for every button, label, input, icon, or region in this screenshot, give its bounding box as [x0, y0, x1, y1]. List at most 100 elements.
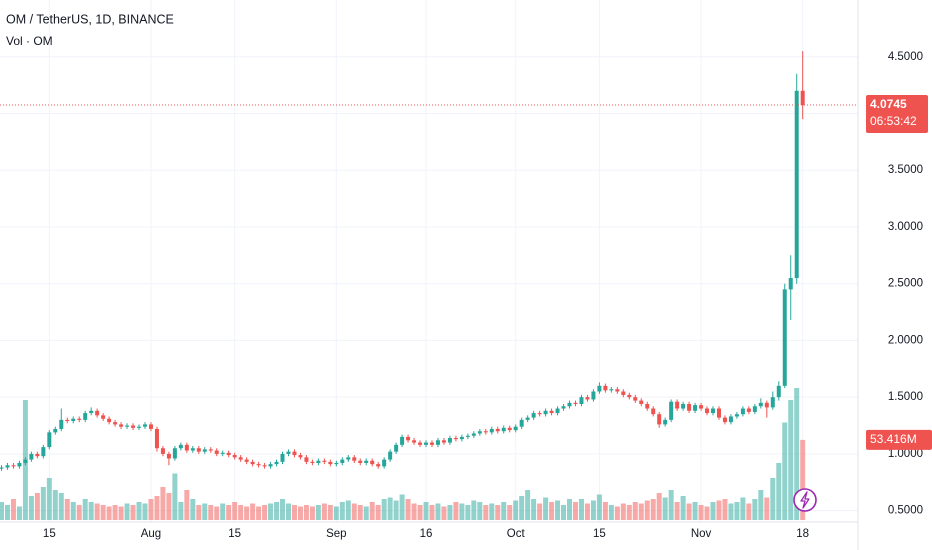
volume-bar [76, 505, 82, 520]
candle-body [418, 442, 423, 445]
x-tick-label: Sep [326, 528, 346, 540]
candle-body [406, 436, 411, 441]
candle-body [782, 289, 787, 386]
volume-bar [208, 505, 214, 520]
volume-bar [369, 502, 375, 520]
volume-bar [190, 499, 196, 520]
volume-bar [525, 490, 531, 520]
volume-bar [519, 496, 525, 520]
candle-body [728, 416, 733, 423]
candle-body [5, 465, 10, 468]
volume-bar [453, 502, 459, 520]
candle-body [340, 459, 345, 463]
volume-bar [4, 505, 10, 520]
candle-body [561, 406, 566, 409]
candle-body [328, 461, 333, 465]
candle-body [693, 405, 698, 411]
candle-body [716, 408, 721, 418]
volume-bar [465, 505, 471, 520]
volume-bar [423, 502, 429, 520]
volume-bar [136, 502, 142, 520]
candle-body [208, 449, 213, 451]
candle-body [172, 448, 177, 459]
volume-bar [668, 490, 674, 520]
volume-bar [309, 506, 315, 520]
candle-body [441, 440, 446, 443]
candle-body [160, 448, 165, 454]
x-tick-label: 15 [228, 528, 241, 540]
volume-bar [363, 506, 369, 520]
volume-bar [256, 506, 262, 520]
candle-body [148, 424, 153, 429]
y-tick-label: 2.5000 [888, 278, 923, 290]
volume-bar [184, 490, 190, 520]
volume-bar [375, 505, 381, 520]
volume-layer [0, 388, 806, 520]
candle-body [740, 408, 745, 415]
volume-bar [435, 503, 441, 520]
candle-body [280, 453, 285, 462]
volume-bar [740, 497, 746, 520]
candle-body [226, 452, 231, 456]
candle-body [525, 417, 530, 420]
volume-bar [656, 493, 662, 520]
icon-circle [793, 488, 817, 512]
volume-bar [34, 493, 40, 520]
volume-bar [351, 503, 357, 520]
candle-body [597, 385, 602, 392]
candle-body [531, 413, 536, 418]
volume-bar [40, 487, 46, 520]
volume-bar [285, 503, 291, 520]
candle-body [483, 431, 488, 433]
volume-bar [130, 505, 136, 520]
candle-body [304, 457, 309, 462]
volume-bar [154, 496, 160, 520]
last-price-label: 4.0745 [870, 97, 907, 111]
candle-body [567, 402, 572, 407]
candle-body [663, 419, 668, 425]
volume-bar [626, 505, 632, 520]
x-tick-label: 18 [796, 528, 809, 540]
candle-body [256, 464, 261, 466]
candle-body [711, 408, 716, 414]
volume-bar [112, 505, 118, 520]
candle-body [651, 408, 656, 415]
volume-bar [489, 503, 495, 520]
candle-body [316, 460, 321, 463]
candle-body [184, 444, 189, 451]
candle-body [764, 402, 769, 408]
x-tick-label: 16 [420, 528, 433, 540]
y-tick-label: 2.0000 [888, 334, 923, 346]
candle-body [681, 403, 686, 409]
volume-bar [620, 503, 626, 520]
x-tick-label: Oct [507, 528, 526, 540]
candle-body [292, 451, 297, 456]
candle-body [0, 467, 4, 469]
last-price-box [866, 95, 928, 134]
candle-body [722, 417, 727, 423]
candle-body [244, 459, 249, 462]
volume-bar [399, 494, 405, 520]
candle-body [131, 425, 136, 428]
volume-bar [483, 505, 489, 520]
volume-bar [196, 505, 202, 520]
volume-bar [459, 503, 465, 520]
volume-bar [226, 505, 232, 520]
candle-body [699, 405, 704, 409]
volume-bar [710, 502, 716, 520]
volume-bar [220, 503, 226, 520]
candle-body [615, 389, 620, 392]
candle-body [627, 394, 632, 398]
volume-bar [172, 473, 178, 520]
candle-body [382, 459, 387, 467]
volume-bar [644, 500, 650, 520]
volume-bar [393, 500, 399, 520]
candle-body [513, 426, 518, 431]
candle-body [669, 401, 674, 420]
volume-bar [716, 500, 722, 520]
candle-body [585, 397, 590, 400]
volume-bar [602, 502, 608, 520]
candle-body [364, 460, 369, 463]
volume-bar [16, 506, 22, 520]
